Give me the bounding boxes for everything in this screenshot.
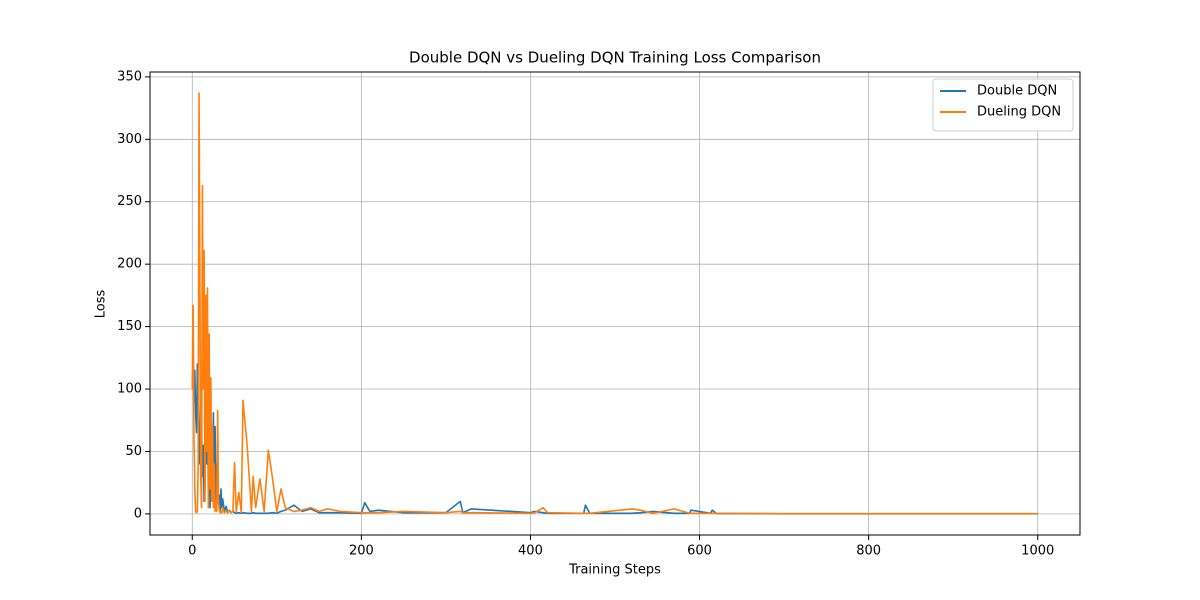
legend: Double DQN Dueling DQN: [932, 78, 1074, 132]
x-tick-label: 0: [188, 544, 196, 559]
legend-label: Dueling DQN: [977, 105, 1061, 120]
chart-title: Double DQN vs Dueling DQN Training Loss …: [409, 49, 821, 67]
y-tick-label: 300: [117, 132, 142, 147]
legend-label: Double DQN: [977, 84, 1057, 99]
x-tick-label: 200: [349, 544, 374, 559]
y-axis-label: Loss: [94, 290, 109, 319]
x-tick-label: 800: [856, 544, 881, 559]
legend-box: [932, 78, 1074, 132]
y-tick-label: 0: [134, 506, 142, 521]
plot-frame: [149, 71, 1081, 536]
x-axis-label: Training Steps: [568, 563, 661, 578]
y-tick-label: 350: [117, 69, 142, 84]
x-tick-label: 400: [518, 544, 543, 559]
line-series: [191, 92, 1038, 515]
y-tick-label: 50: [125, 444, 142, 459]
y-tick-label: 250: [117, 194, 142, 209]
y-tick-label: 150: [117, 319, 142, 334]
y-tick-label: 200: [117, 257, 142, 272]
y-tick-label: 100: [117, 382, 142, 397]
line-series: [191, 353, 1038, 515]
x-tick-label: 1000: [1021, 544, 1054, 559]
x-tick-label: 600: [687, 544, 712, 559]
